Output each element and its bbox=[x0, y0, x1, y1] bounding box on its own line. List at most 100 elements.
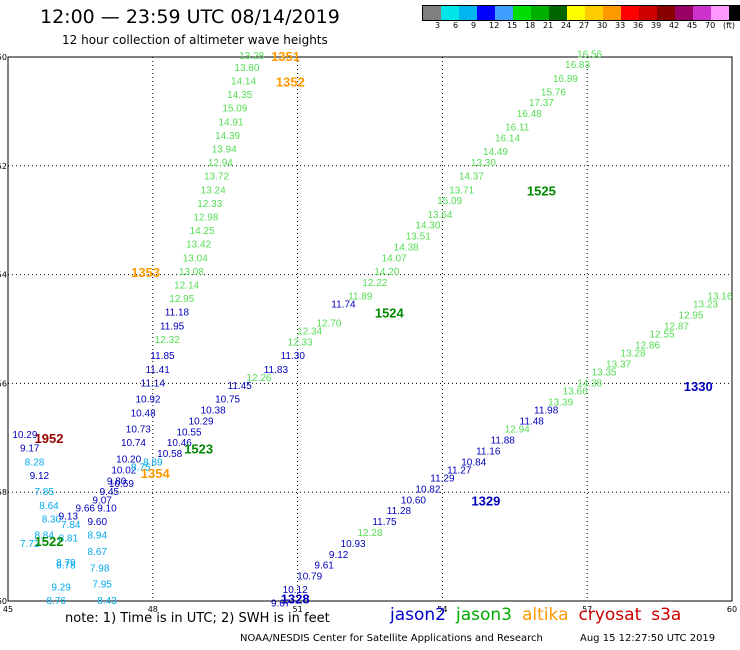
wave-height-point: 8.43 bbox=[97, 596, 117, 607]
wave-height-point: 10.55 bbox=[176, 427, 201, 438]
x-tick-label: 45 bbox=[3, 605, 13, 614]
axis-ticks: 45 48 51 54 57 60 -50 -52 -54 -56 -58 -60 bbox=[0, 53, 737, 614]
wave-height-point: 10.74 bbox=[121, 438, 146, 449]
legend-item: altika bbox=[522, 605, 569, 625]
wave-height-point: 11.48 bbox=[520, 416, 545, 427]
pass-label: 1353 bbox=[131, 265, 160, 280]
wave-height-point: 13.23 bbox=[693, 300, 718, 311]
wave-height-point: 10.02 bbox=[111, 465, 136, 476]
wave-height-point: 12.28 bbox=[357, 528, 382, 539]
pass-label: 1352 bbox=[276, 74, 305, 89]
wave-height-point: 17.37 bbox=[529, 98, 554, 109]
wave-height-point: 13.64 bbox=[427, 210, 452, 221]
wave-height-point: 12.34 bbox=[297, 327, 322, 338]
wave-height-point: 8.28 bbox=[25, 457, 45, 468]
wave-height-point: 14.38 bbox=[577, 378, 602, 389]
wave-height-point: 11.41 bbox=[145, 365, 170, 376]
wave-height-point: 8.67 bbox=[88, 547, 108, 558]
wave-height-point: 7.84 bbox=[61, 520, 81, 531]
wave-height-point: 10.48 bbox=[131, 408, 156, 419]
wave-height-point: 13.28 bbox=[621, 348, 646, 359]
pass-label: 1351 bbox=[271, 49, 300, 64]
x-tick-label: 48 bbox=[148, 605, 158, 614]
colorbar-label: 21 bbox=[543, 21, 554, 30]
wave-height-point: 12.95 bbox=[169, 294, 194, 305]
colorbar-swatch bbox=[423, 6, 441, 20]
wave-height-point: 10.84 bbox=[461, 457, 486, 468]
y-tick-label: -60 bbox=[0, 597, 7, 606]
wave-height-point: 7.98 bbox=[90, 563, 110, 574]
wave-height-point: 11.29 bbox=[430, 474, 455, 485]
colorbar-swatch bbox=[729, 6, 740, 20]
wave-height-point: 16.89 bbox=[553, 74, 578, 85]
wave-height-point: 8.81 bbox=[59, 533, 79, 544]
pass-label: 1354 bbox=[141, 466, 171, 481]
colorbar-label: 3 bbox=[435, 21, 441, 30]
wave-height-point: 14.39 bbox=[215, 131, 240, 142]
wave-height-point: 11.16 bbox=[476, 446, 501, 457]
wave-height-point: 14.20 bbox=[374, 267, 399, 278]
pass-label: 1328 bbox=[281, 591, 310, 606]
wave-height-point: 10.58 bbox=[157, 449, 182, 460]
wave-height-point: 10.73 bbox=[126, 425, 151, 436]
wave-height-point: 13.72 bbox=[204, 172, 229, 183]
wave-height-point: 11.27 bbox=[447, 465, 472, 476]
wave-height-point: 10.60 bbox=[401, 495, 426, 506]
wave-height-point: 9.07 bbox=[92, 495, 112, 506]
colorbar-swatch bbox=[711, 6, 729, 20]
wave-height-point: 14.49 bbox=[483, 147, 508, 158]
wave-height-point: 11.85 bbox=[150, 351, 175, 362]
legend-item: cryosat bbox=[578, 605, 642, 625]
wave-height-point: 12.32 bbox=[155, 335, 180, 346]
wave-height-point: 12.55 bbox=[649, 329, 674, 340]
legend-item: jason2 bbox=[390, 605, 446, 625]
wave-height-point: 13.39 bbox=[548, 397, 573, 408]
wave-height-point: 15.09 bbox=[437, 196, 462, 207]
timestamp: Aug 15 12:27:50 UTC 2019 bbox=[580, 633, 716, 644]
page-title: 12:00 — 23:59 UTC 08/14/2019 bbox=[40, 6, 340, 28]
colorbar-label: 36 bbox=[633, 21, 644, 30]
wave-height-point: 8.30 bbox=[42, 514, 62, 525]
colorbar-swatch bbox=[675, 6, 693, 20]
x-tick-label: 60 bbox=[727, 605, 737, 614]
wave-height-point: 11.45 bbox=[228, 381, 253, 392]
wave-height-point: 14.35 bbox=[227, 90, 252, 101]
wave-height-point: 13.42 bbox=[186, 240, 211, 251]
wave-height-point: 7.72 bbox=[20, 539, 40, 550]
wave-height-point: 12.14 bbox=[174, 280, 199, 291]
wave-height-point: 13.66 bbox=[563, 387, 588, 398]
colorbar-swatch bbox=[693, 6, 711, 20]
wave-height-point: 14.25 bbox=[190, 226, 215, 237]
colorbar-swatch bbox=[657, 6, 675, 20]
wave-height-point: 16.83 bbox=[565, 60, 590, 71]
pass-label: 1952 bbox=[35, 431, 64, 446]
wave-height-point: 9.60 bbox=[88, 517, 108, 528]
colorbar-label: 45 bbox=[687, 21, 698, 30]
wave-height-point: 12.33 bbox=[287, 338, 312, 349]
wave-height-point: 14.30 bbox=[415, 221, 440, 232]
wave-height-point: 9.80 bbox=[107, 476, 127, 487]
colorbar-label: 33 bbox=[615, 21, 626, 30]
wave-height-point: 14.91 bbox=[218, 117, 243, 128]
colorbar-swatch bbox=[603, 6, 621, 20]
pass-labels: 1351 1352 1353 1354 1952 1522 1523 1524 1525 1328… bbox=[35, 49, 713, 606]
colorbar-label: 15 bbox=[507, 21, 518, 30]
wave-height-point: 6.78 bbox=[56, 561, 76, 572]
pass-label: 1329 bbox=[471, 493, 500, 508]
wave-height-point: 10.92 bbox=[135, 395, 160, 406]
wave-height-point: 11.18 bbox=[165, 308, 190, 319]
wave-height-point: 12.94 bbox=[505, 425, 530, 436]
colorbar-label: 18 bbox=[525, 21, 536, 30]
wave-height-point: 11.74 bbox=[331, 300, 356, 311]
wave-height-point: 9.17 bbox=[20, 444, 40, 455]
wave-height-point: 16.56 bbox=[577, 49, 602, 60]
wave-height-point: 12.70 bbox=[316, 319, 341, 330]
wave-height-point: 11.98 bbox=[534, 406, 559, 417]
wave-height-point: 10.46 bbox=[167, 438, 192, 449]
wave-height-point: 10.82 bbox=[415, 484, 440, 495]
pass-label: 1523 bbox=[184, 442, 213, 457]
colorbar-label: 24 bbox=[561, 21, 572, 30]
wave-height-point: 13.04 bbox=[183, 253, 208, 264]
y-tick-label: -52 bbox=[0, 162, 7, 171]
wave-height-point: 12.33 bbox=[197, 199, 222, 210]
